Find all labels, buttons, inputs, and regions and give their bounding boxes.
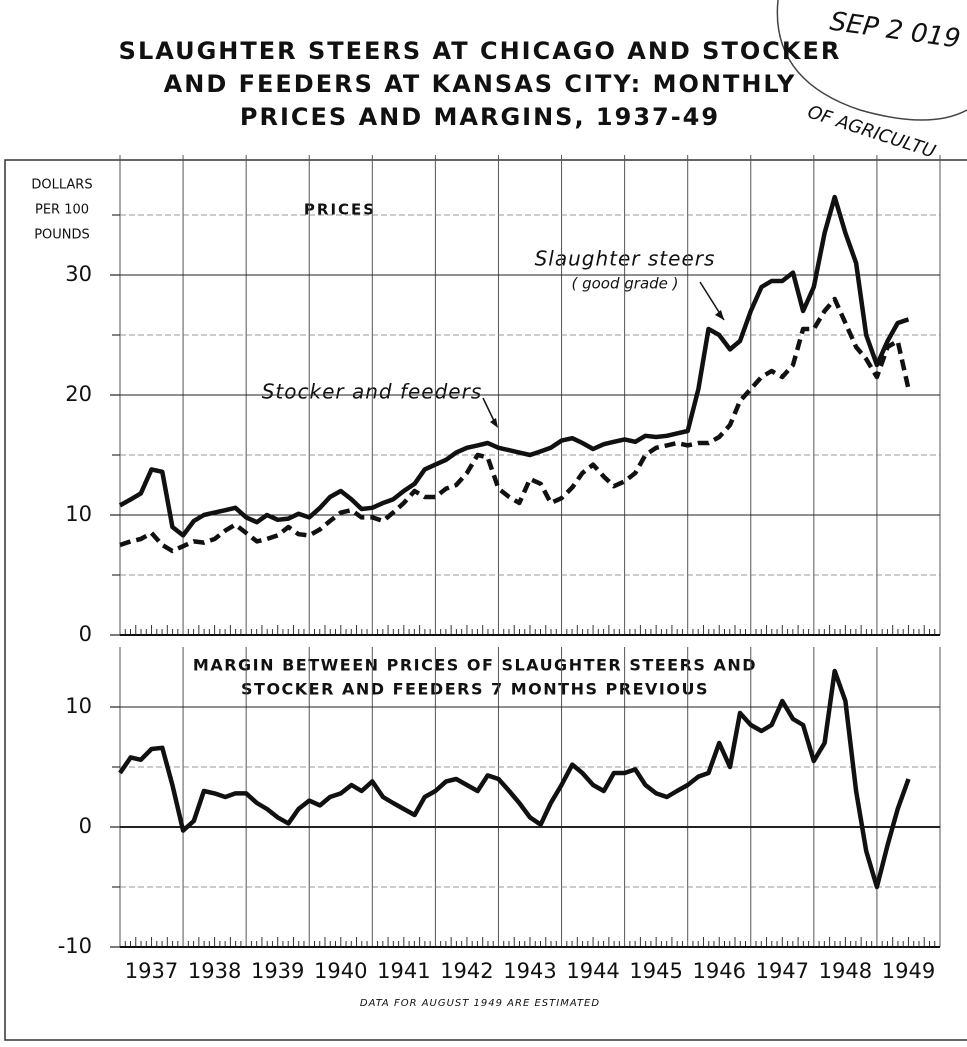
x-tick-label: 1943 — [503, 959, 556, 983]
y-tick-label: 10 — [65, 694, 92, 718]
x-tick-label: 1940 — [314, 959, 367, 983]
y-tick-label: 0 — [79, 814, 92, 838]
stamp-text: OF AGRICULTU — [805, 102, 938, 163]
x-tick-label: 1944 — [566, 959, 619, 983]
y-tick-label: -10 — [58, 934, 92, 958]
series-line — [118, 668, 911, 890]
y-tick-label: 10 — [65, 502, 92, 526]
x-tick-label: 1937 — [125, 959, 178, 983]
title-line: PRICES AND MARGINS, 1937-49 — [240, 103, 720, 131]
x-tick-label: 1949 — [882, 959, 935, 983]
x-tick-label: 1946 — [693, 959, 746, 983]
y-tick-label: 0 — [79, 622, 92, 646]
series-line — [118, 194, 910, 538]
x-tick-label: 1945 — [629, 959, 682, 983]
title-line: SLAUGHTER STEERS AT CHICAGO AND STOCKER — [119, 37, 842, 65]
y-axis-label: POUNDS — [34, 228, 90, 243]
annotation: Stocker and feeders — [262, 380, 483, 404]
panel-title: STOCKER AND FEEDERS 7 MONTHS PREVIOUS — [241, 680, 709, 699]
x-tick-label: 1941 — [377, 959, 430, 983]
arrow-head — [490, 418, 498, 428]
footnote: DATA FOR AUGUST 1949 ARE ESTIMATED — [360, 998, 600, 1009]
stamp: SEP 2 019 OF AGRICULTU — [776, 0, 967, 163]
title-line: AND FEEDERS AT KANSAS CITY: MONTHLY — [164, 70, 797, 98]
x-tick-label: 1939 — [251, 959, 304, 983]
x-tick-label: 1942 — [440, 959, 493, 983]
stamp-ring — [776, 0, 967, 121]
x-tick-label: 1948 — [819, 959, 872, 983]
x-tick-label: 1938 — [188, 959, 241, 983]
y-tick-label: 20 — [65, 382, 92, 406]
frame — [4, 159, 967, 1041]
y-axis-label: PER 100 — [35, 203, 89, 218]
stamp-date: SEP 2 019 — [828, 7, 962, 55]
panel-label: PRICES — [304, 201, 376, 219]
y-axis-label: DOLLARS — [31, 178, 92, 193]
arrow-head — [715, 310, 724, 320]
x-tick-label: 1947 — [756, 959, 809, 983]
y-tick-label: 30 — [65, 262, 92, 286]
panel-title: MARGIN BETWEEN PRICES OF SLAUGHTER STEER… — [193, 656, 757, 675]
